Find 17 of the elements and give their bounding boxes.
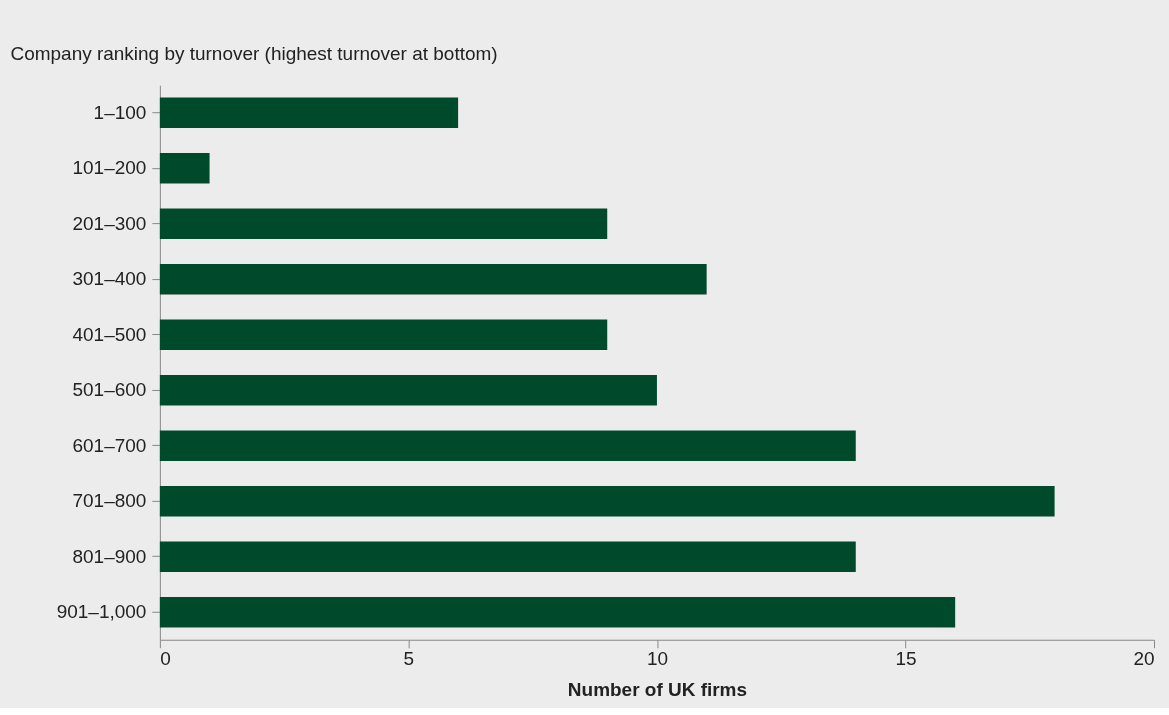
x-tick-label: 5 [403, 648, 415, 670]
y-axis-title: Company ranking by turnover (highest turnover at bottom) [10, 42, 498, 64]
x-axis-title: Number of UK firms [567, 679, 748, 701]
y-tick-label: 701–800 [72, 490, 147, 512]
y-tick-label: 201–300 [72, 212, 147, 234]
y-tick-label: 101–200 [72, 157, 147, 179]
y-tick-label: 401–500 [72, 323, 147, 345]
x-tick-label: 20 [1133, 648, 1155, 670]
y-tick-label: 1–100 [93, 101, 147, 123]
x-tick-label: 15 [895, 648, 917, 670]
y-tick-label: 801–900 [72, 545, 147, 567]
y-tick-label: 301–400 [72, 268, 147, 290]
y-tick-label: 501–600 [72, 379, 147, 401]
y-tick-label: 901–1,000 [56, 601, 147, 623]
x-tick-label: 0 [160, 648, 171, 670]
x-tick-label: 10 [646, 648, 668, 670]
y-tick-label: 601–700 [72, 434, 147, 456]
